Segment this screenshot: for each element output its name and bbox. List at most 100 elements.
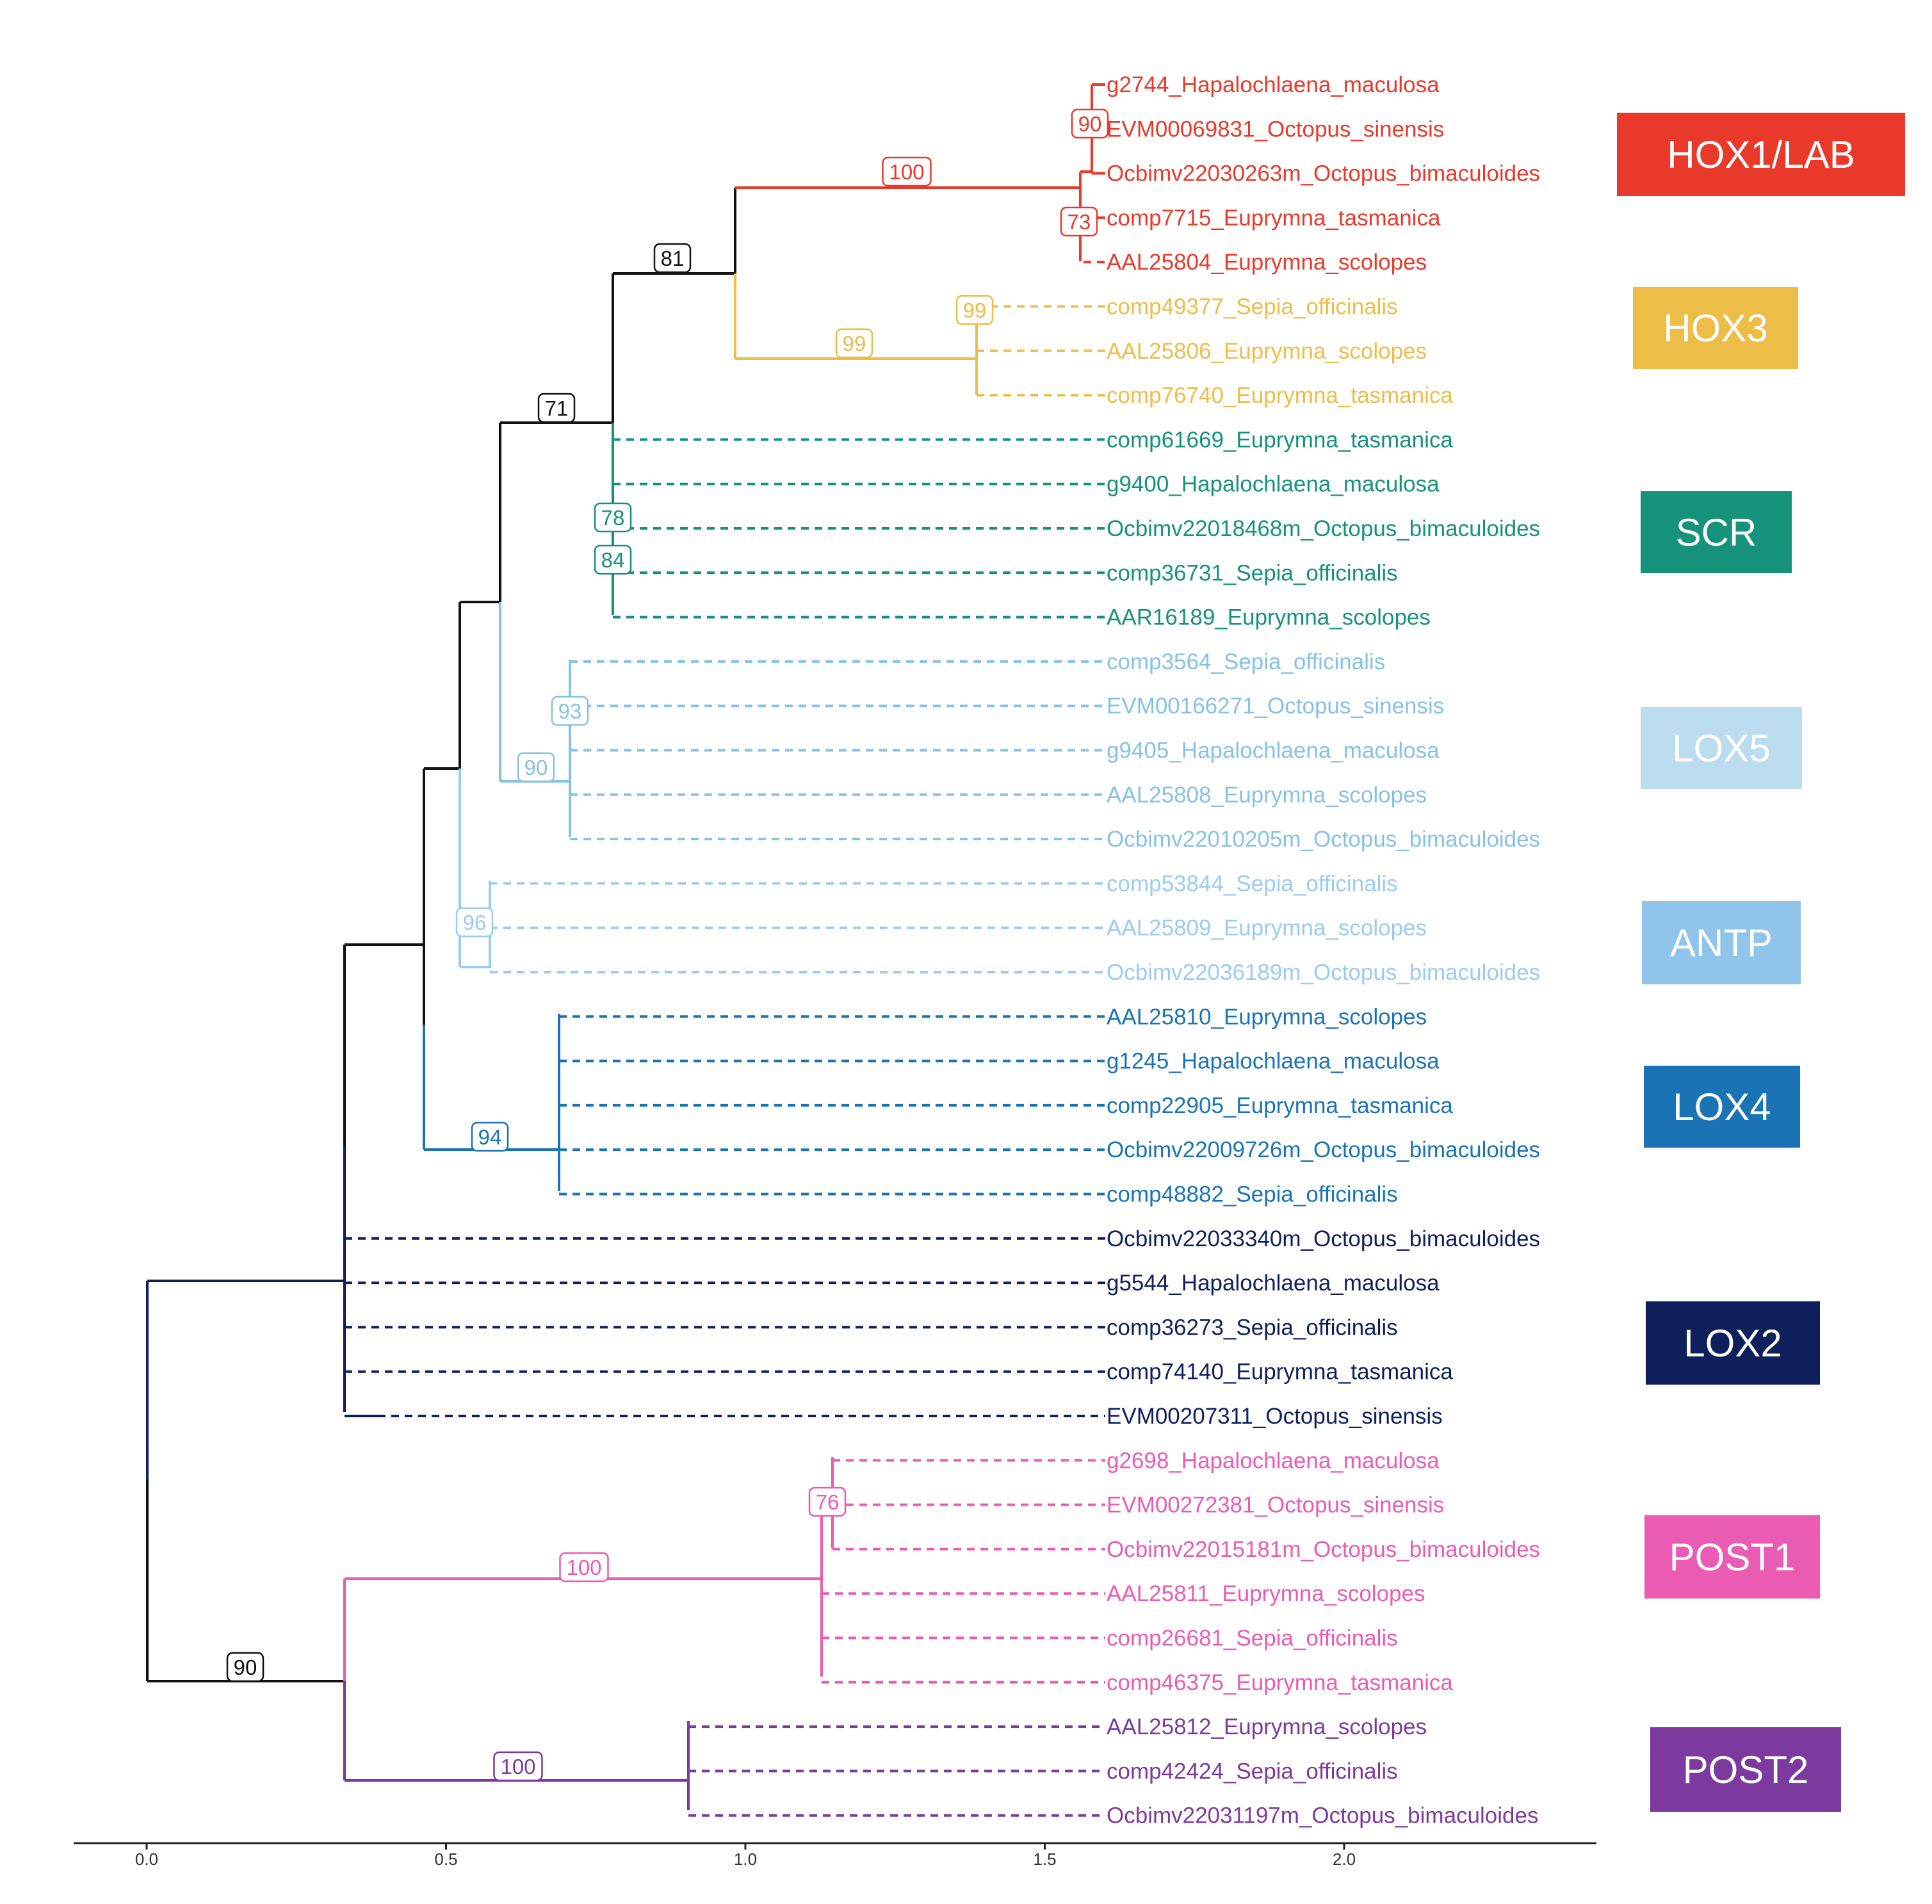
- tip-label: Ocbimv22031197m_Octopus_bimaculoides: [1107, 1803, 1538, 1828]
- clade-label: LOX5: [1672, 727, 1770, 770]
- bootstrap-box: [551, 696, 589, 726]
- tip-label: g9400_Hapalochlaena_maculosa: [1107, 472, 1440, 497]
- bootstrap-value: 96: [463, 911, 487, 934]
- bootstrap-value: 71: [545, 396, 569, 420]
- tip-label: g9405_Hapalochlaena_maculosa: [1107, 738, 1440, 763]
- bootstrap-value: 90: [234, 1656, 257, 1679]
- bootstrap-box: [653, 243, 692, 273]
- tip-label: Ocbimv22030263m_Octopus_bimaculoides: [1107, 161, 1540, 186]
- clade-box: [1650, 1727, 1841, 1812]
- bootstrap-box: [493, 1751, 543, 1782]
- bootstrap-value: 90: [524, 756, 548, 779]
- tip-label: comp49377_Sepia_officinalis: [1107, 295, 1398, 320]
- clade-label: POST1: [1669, 1536, 1796, 1579]
- bootstrap-box: [835, 328, 873, 359]
- bootstrap-box: [1071, 108, 1109, 139]
- tip-label: Ocbimv22036189m_Octopus_bimaculoides: [1107, 960, 1540, 985]
- x-tick-label: 0.5: [434, 1850, 457, 1869]
- clade-label: LOX2: [1684, 1322, 1782, 1365]
- tip-label: AAL25808_Euprymna_scolopes: [1107, 783, 1427, 808]
- tree-branches: [146, 83, 1105, 1817]
- tip-label: comp36731_Sepia_officinalis: [1107, 560, 1398, 585]
- tip-label: Ocbimv22010205m_Octopus_bimaculoides: [1107, 827, 1540, 852]
- tip-label: comp76740_Euprymna_tasmanica: [1107, 383, 1453, 408]
- tip-label: AAL25806_Euprymna_scolopes: [1107, 339, 1427, 364]
- tip-label: AAL25812_Euprymna_scolopes: [1107, 1714, 1427, 1739]
- clade-label: ANTP: [1670, 922, 1773, 964]
- bootstrap-box: [537, 393, 576, 423]
- tip-label: EVM00166271_Octopus_sinensis: [1107, 694, 1444, 719]
- tip-label: EVM00069831_Octopus_sinensis: [1107, 117, 1444, 142]
- tip-label: comp3564_Sepia_officinalis: [1107, 649, 1385, 674]
- bootstrap-labels: 100 90 73 81 99 99 71 78 84 93 90 96 94 76 100 90 100: [226, 108, 1109, 1782]
- tip-label: comp53844_Sepia_officinalis: [1107, 871, 1398, 896]
- tip-label: comp7715_Euprymna_tasmanica: [1107, 206, 1441, 231]
- clade-label: HOX1/LAB: [1667, 133, 1855, 176]
- tip-label: AAL25810_Euprymna_scolopes: [1107, 1004, 1427, 1029]
- bootstrap-value: 94: [478, 1125, 502, 1149]
- bootstrap-value: 100: [889, 160, 924, 184]
- tip-labels: g2744_Hapalochlaena_maculosa EVM00069831_…: [1107, 72, 1540, 1828]
- bootstrap-box: [559, 1552, 609, 1583]
- tip-label: comp42424_Sepia_officinalis: [1107, 1759, 1398, 1784]
- bootstrap-box: [517, 752, 555, 783]
- tip-label: Ocbimv22018468m_Octopus_bimaculoides: [1107, 516, 1540, 541]
- tip-label: g2698_Hapalochlaena_maculosa: [1107, 1448, 1440, 1473]
- tip-label: AAR16189_Euprymna_scolopes: [1107, 605, 1431, 630]
- bootstrap-value: 78: [601, 506, 625, 530]
- bootstrap-value: 84: [601, 548, 625, 572]
- clade-box: [1617, 113, 1905, 196]
- tip-label: Ocbimv22009726m_Octopus_bimaculoides: [1107, 1137, 1540, 1162]
- clade-label: SCR: [1676, 511, 1757, 554]
- tip-label: comp36273_Sepia_officinalis: [1107, 1315, 1398, 1340]
- tip-label: AAL25804_Euprymna_scolopes: [1107, 250, 1427, 275]
- bootstrap-box: [226, 1652, 264, 1682]
- tip-label: comp61669_Euprymna_tasmanica: [1107, 427, 1453, 452]
- tip-label: comp48882_Sepia_officinalis: [1107, 1182, 1398, 1207]
- clade-legend: HOX1/LAB HOX3 SCR LOX5 ANTP LOX4 LOX2 POST1 POST…: [1617, 113, 1905, 1812]
- tip-label: comp46375_Euprymna_tasmanica: [1107, 1670, 1453, 1695]
- tip-label: AAL25809_Euprymna_scolopes: [1107, 916, 1427, 941]
- tip-label: g2744_Hapalochlaena_maculosa: [1107, 72, 1440, 97]
- clade-label: POST2: [1683, 1748, 1809, 1791]
- bootstrap-box: [955, 295, 994, 325]
- clade-box: [1641, 707, 1802, 789]
- clade-box: [1633, 287, 1798, 369]
- tip-label: comp26681_Sepia_officinalis: [1107, 1626, 1398, 1651]
- bootstrap-value: 90: [1078, 112, 1102, 136]
- clade-box: [1644, 1066, 1800, 1148]
- bootstrap-value: 99: [843, 332, 866, 355]
- bootstrap-value: 81: [661, 247, 685, 270]
- tip-label: EVM00207311_Octopus_sinensis: [1107, 1404, 1443, 1429]
- clade-box: [1641, 491, 1792, 573]
- bootstrap-value: 73: [1067, 210, 1091, 234]
- bootstrap-value: 100: [500, 1755, 535, 1778]
- tip-label: Ocbimv22033340m_Octopus_bimaculoides: [1107, 1226, 1540, 1251]
- tip-label: EVM00272381_Octopus_sinensis: [1107, 1493, 1444, 1518]
- bootstrap-value: 93: [558, 699, 582, 723]
- tip-label: g1245_Hapalochlaena_maculosa: [1107, 1049, 1440, 1074]
- clade-box: [1642, 901, 1801, 984]
- x-axis: 0.0 0.5 1.0 1.5 2.0: [74, 1842, 1596, 1869]
- tip-label: Ocbimv22015181m_Octopus_bimaculoides: [1107, 1537, 1540, 1562]
- x-tick-label: 0.0: [135, 1850, 158, 1869]
- tip-label: comp74140_Euprymna_tasmanica: [1107, 1360, 1453, 1385]
- x-tick-label: 1.0: [734, 1850, 757, 1869]
- bootstrap-value: 100: [566, 1556, 601, 1579]
- bootstrap-box: [455, 907, 494, 938]
- clade-box: [1646, 1301, 1820, 1385]
- x-tick-label: 2.0: [1333, 1850, 1356, 1869]
- tip-label: comp22905_Euprymna_tasmanica: [1107, 1093, 1453, 1118]
- bootstrap-box: [1060, 206, 1098, 237]
- x-tick-label: 1.5: [1033, 1850, 1056, 1869]
- bootstrap-value: 99: [963, 298, 987, 322]
- bootstrap-box: [471, 1121, 509, 1152]
- clade-box: [1644, 1515, 1820, 1599]
- clade-label: LOX4: [1673, 1086, 1771, 1128]
- bootstrap-box: [594, 544, 632, 575]
- tip-label: g5544_Hapalochlaena_maculosa: [1107, 1271, 1440, 1296]
- bootstrap-value: 76: [816, 1490, 840, 1514]
- tip-label: AAL25811_Euprymna_scolopes: [1107, 1581, 1425, 1606]
- bootstrap-box: [594, 502, 632, 533]
